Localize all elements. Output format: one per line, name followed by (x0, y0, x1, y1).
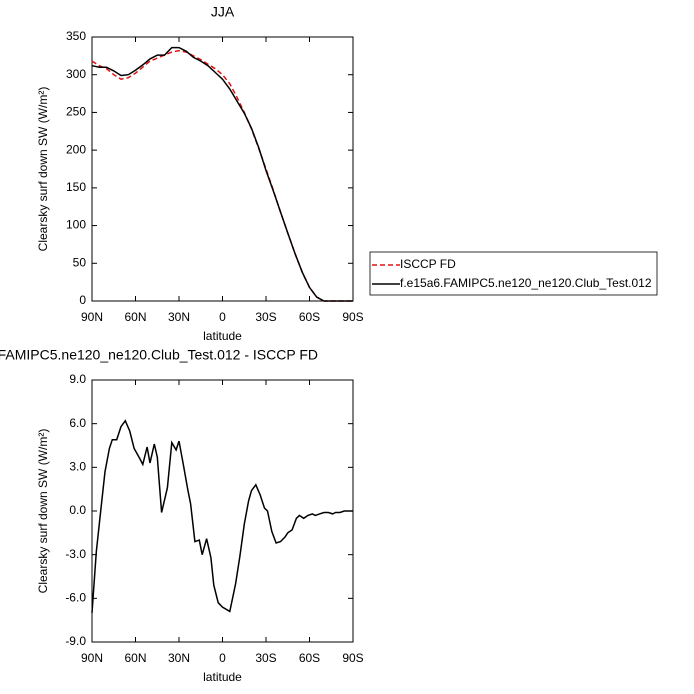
y-tick-label: 200 (66, 142, 86, 156)
chart-title: JJA (211, 4, 235, 20)
y-axis-label: Clearsky surf down SW (W/m²) (36, 87, 50, 252)
x-tick-label: 90N (81, 310, 103, 324)
y-tick-label: 6.0 (69, 416, 86, 430)
y-tick-label: 300 (66, 67, 86, 81)
y-tick-label: 100 (66, 218, 86, 232)
x-tick-label: 30S (255, 310, 276, 324)
data-line (91, 419, 353, 613)
x-tick-label: 90N (81, 651, 103, 665)
x-tick-label: 60S (299, 651, 320, 665)
legend-label: f.e15a6.FAMIPC5.ne120_ne120.Club_Test.01… (400, 276, 652, 290)
x-tick-label: 30S (255, 651, 276, 665)
x-axis-label: latitude (203, 670, 242, 684)
y-tick-label: 0.0 (69, 503, 86, 517)
y-tick-label: 250 (66, 105, 86, 119)
x-tick-label: 60N (124, 310, 146, 324)
x-axis-label: latitude (203, 329, 242, 343)
data-line (91, 46, 353, 302)
x-tick-label: 60N (124, 651, 146, 665)
y-tick-label: -6.0 (65, 591, 86, 605)
y-tick-label: 50 (73, 255, 87, 269)
x-tick-label: 60S (299, 310, 320, 324)
y-tick-label: 350 (66, 29, 86, 43)
y-tick-label: -9.0 (65, 634, 86, 648)
x-tick-label: 0 (219, 651, 226, 665)
x-tick-label: 30N (168, 310, 190, 324)
legend-box (369, 251, 658, 296)
y-tick-label: 150 (66, 180, 86, 194)
y-tick-label: 9.0 (69, 372, 86, 386)
y-axis-label: Clearsky surf down SW (W/m²) (36, 429, 50, 594)
x-tick-label: 30N (168, 651, 190, 665)
x-tick-label: 90S (342, 651, 363, 665)
x-tick-label: 90S (342, 310, 363, 324)
legend-label: ISCCP FD (400, 257, 456, 271)
y-tick-label: 0 (79, 293, 86, 307)
y-tick-label: 3.0 (69, 460, 86, 474)
plot-frame (91, 379, 354, 643)
data-line (91, 49, 353, 302)
y-tick-label: -3.0 (65, 547, 86, 561)
chart-title: f.e15a6.FAMIPC5.ne120_ne120.Club_Test.01… (0, 347, 318, 363)
x-tick-label: 0 (219, 310, 226, 324)
